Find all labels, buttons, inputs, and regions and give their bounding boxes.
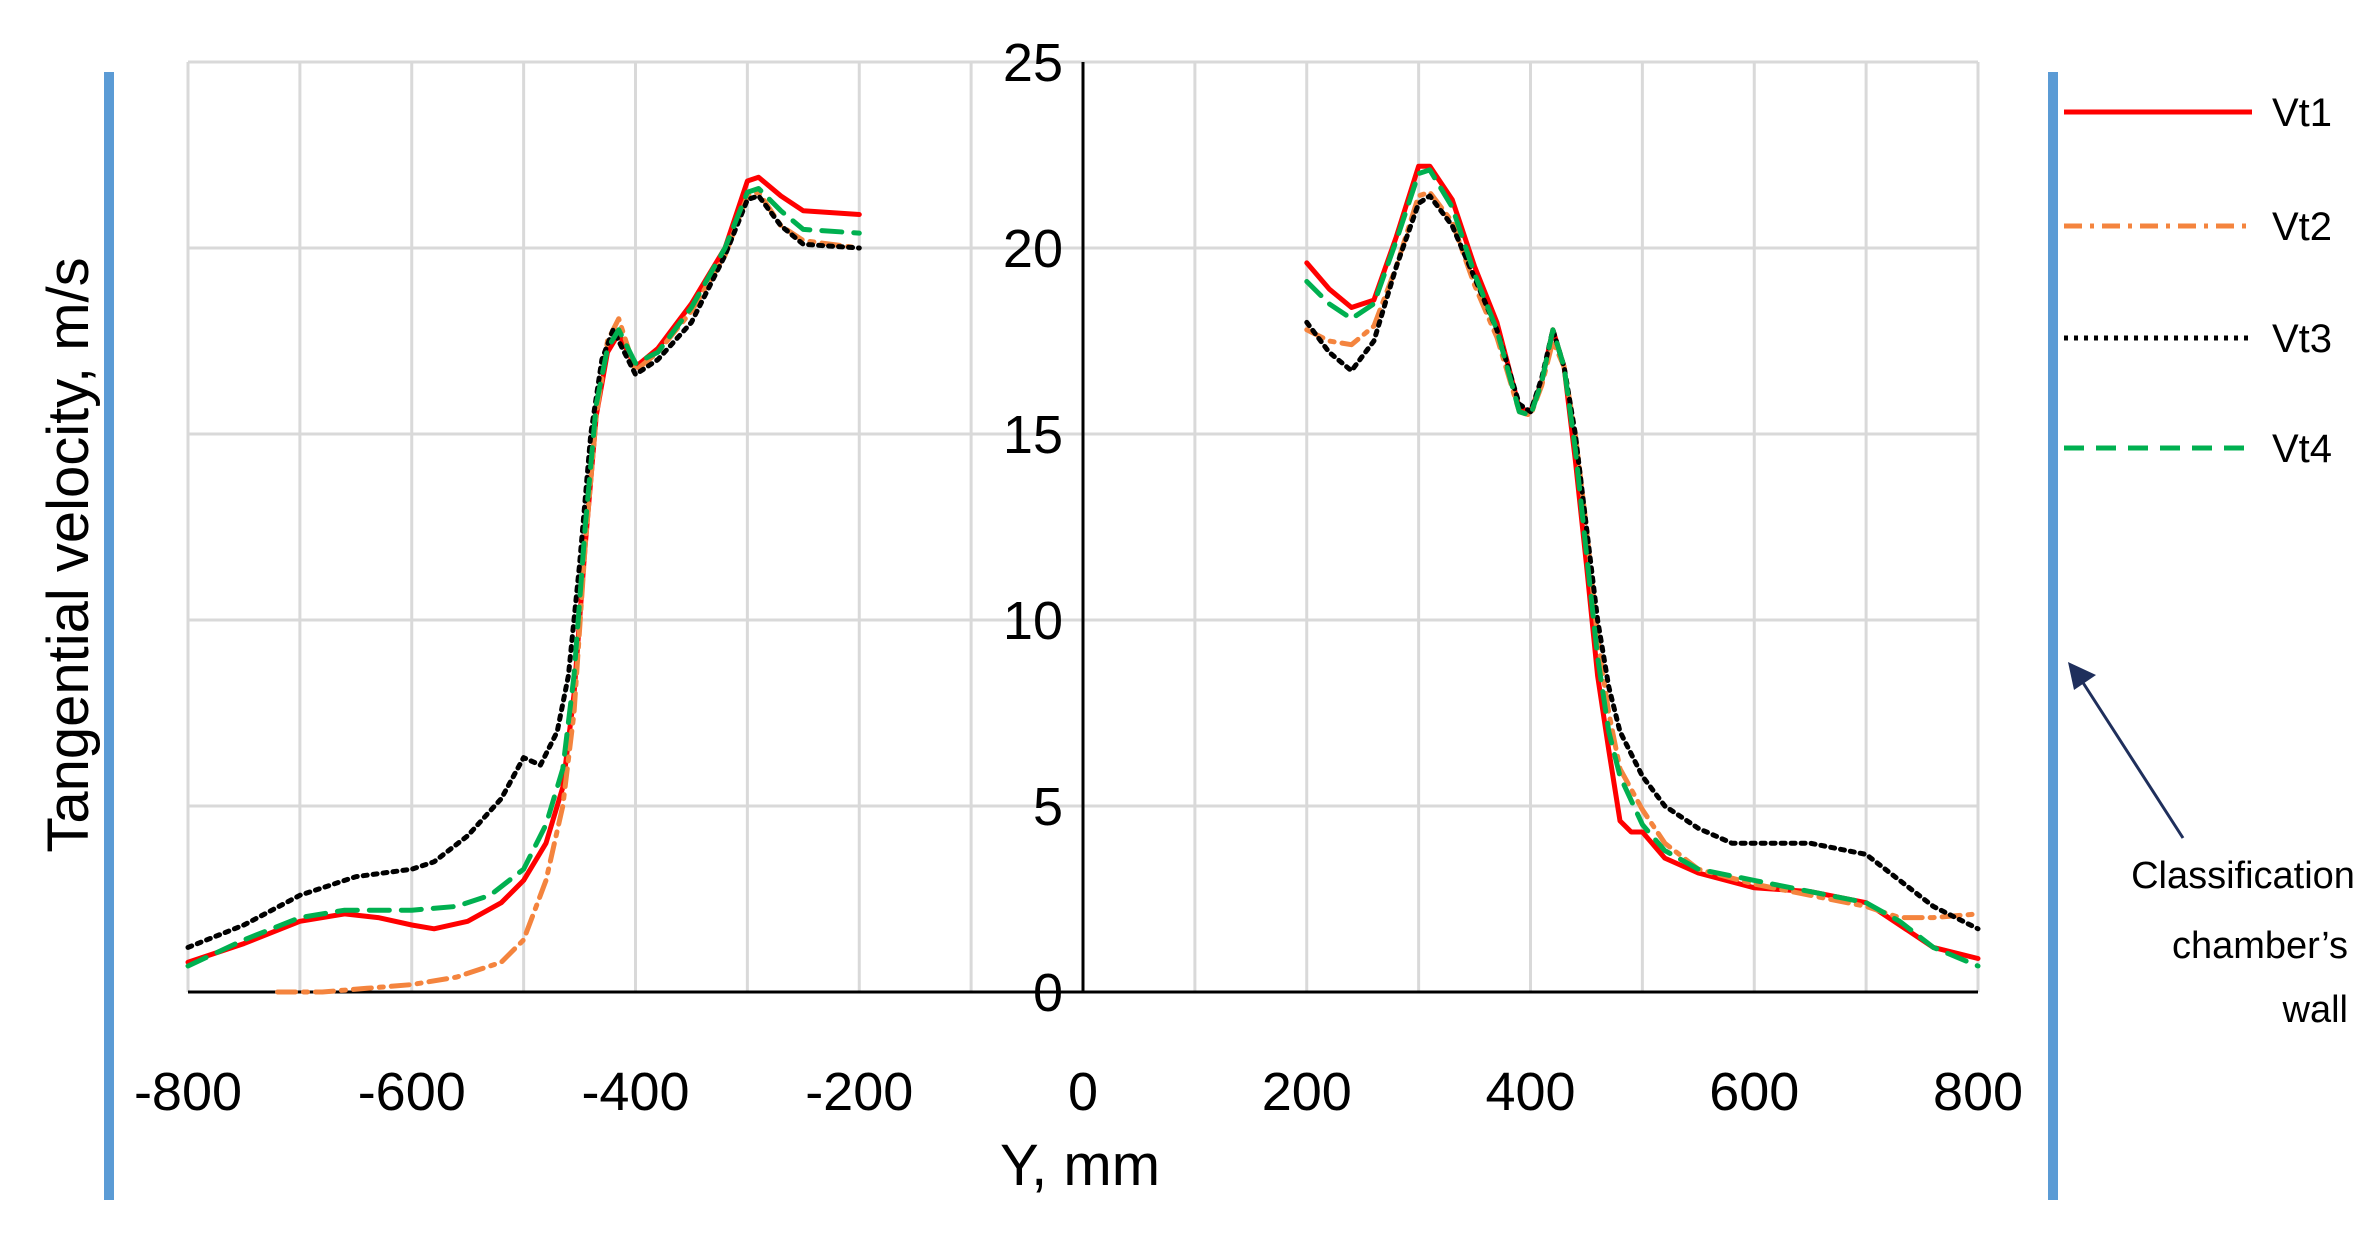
series-line-vt4 [1304, 167, 1981, 969]
series-line-vt3 [1304, 193, 1981, 932]
annotation-arrow [2078, 677, 2185, 839]
x-tick-label: 200 [1262, 1062, 1352, 1122]
annotation-arrowhead [2068, 662, 2096, 690]
x-tick-label: 800 [1933, 1062, 2023, 1122]
x-tick-label: -200 [805, 1062, 913, 1122]
x-tick-label: -800 [134, 1062, 242, 1122]
annotation-line-2: chamber’s [2172, 925, 2348, 967]
series-line-vt4 [185, 186, 862, 969]
wall-annotation: Classification chamber’s wall [2068, 662, 2355, 1031]
series-line-vt2 [275, 189, 862, 995]
legend-label-vt1: Vt1 [2272, 91, 2332, 135]
legend-label-vt4: Vt4 [2272, 427, 2332, 471]
legend: Vt1 Vt2 Vt3 Vt4 [2064, 91, 2332, 471]
legend-label-vt3: Vt3 [2272, 317, 2332, 361]
x-tick-label: -600 [358, 1062, 466, 1122]
y-tick-label: 5 [1033, 777, 1063, 837]
chamber-wall-left [104, 72, 114, 1200]
x-tick-label: 600 [1709, 1062, 1799, 1122]
series-line-vt3 [185, 193, 862, 950]
y-tick-label: 25 [1003, 33, 1063, 93]
x-tick-label: -400 [581, 1062, 689, 1122]
y-tick-label: 20 [1003, 219, 1063, 279]
x-tick-label: 0 [1068, 1062, 1098, 1122]
legend-label-vt2: Vt2 [2272, 205, 2332, 249]
annotation-line-1: Classification [2131, 855, 2355, 897]
y-tick-label: 15 [1003, 405, 1063, 465]
annotation-line-3: wall [2282, 989, 2348, 1031]
x-tick-labels: -800 -600 -400 -200 0 200 400 600 800 [134, 1062, 2023, 1122]
chamber-wall-right [2048, 72, 2058, 1200]
series-lines [185, 163, 1981, 995]
y-tick-label: 10 [1003, 591, 1063, 651]
x-tick-label: 400 [1485, 1062, 1575, 1122]
x-axis-title: Y, mm [1000, 1133, 1160, 1198]
y-axis-title: Tangential velocity, m/s [36, 257, 101, 852]
